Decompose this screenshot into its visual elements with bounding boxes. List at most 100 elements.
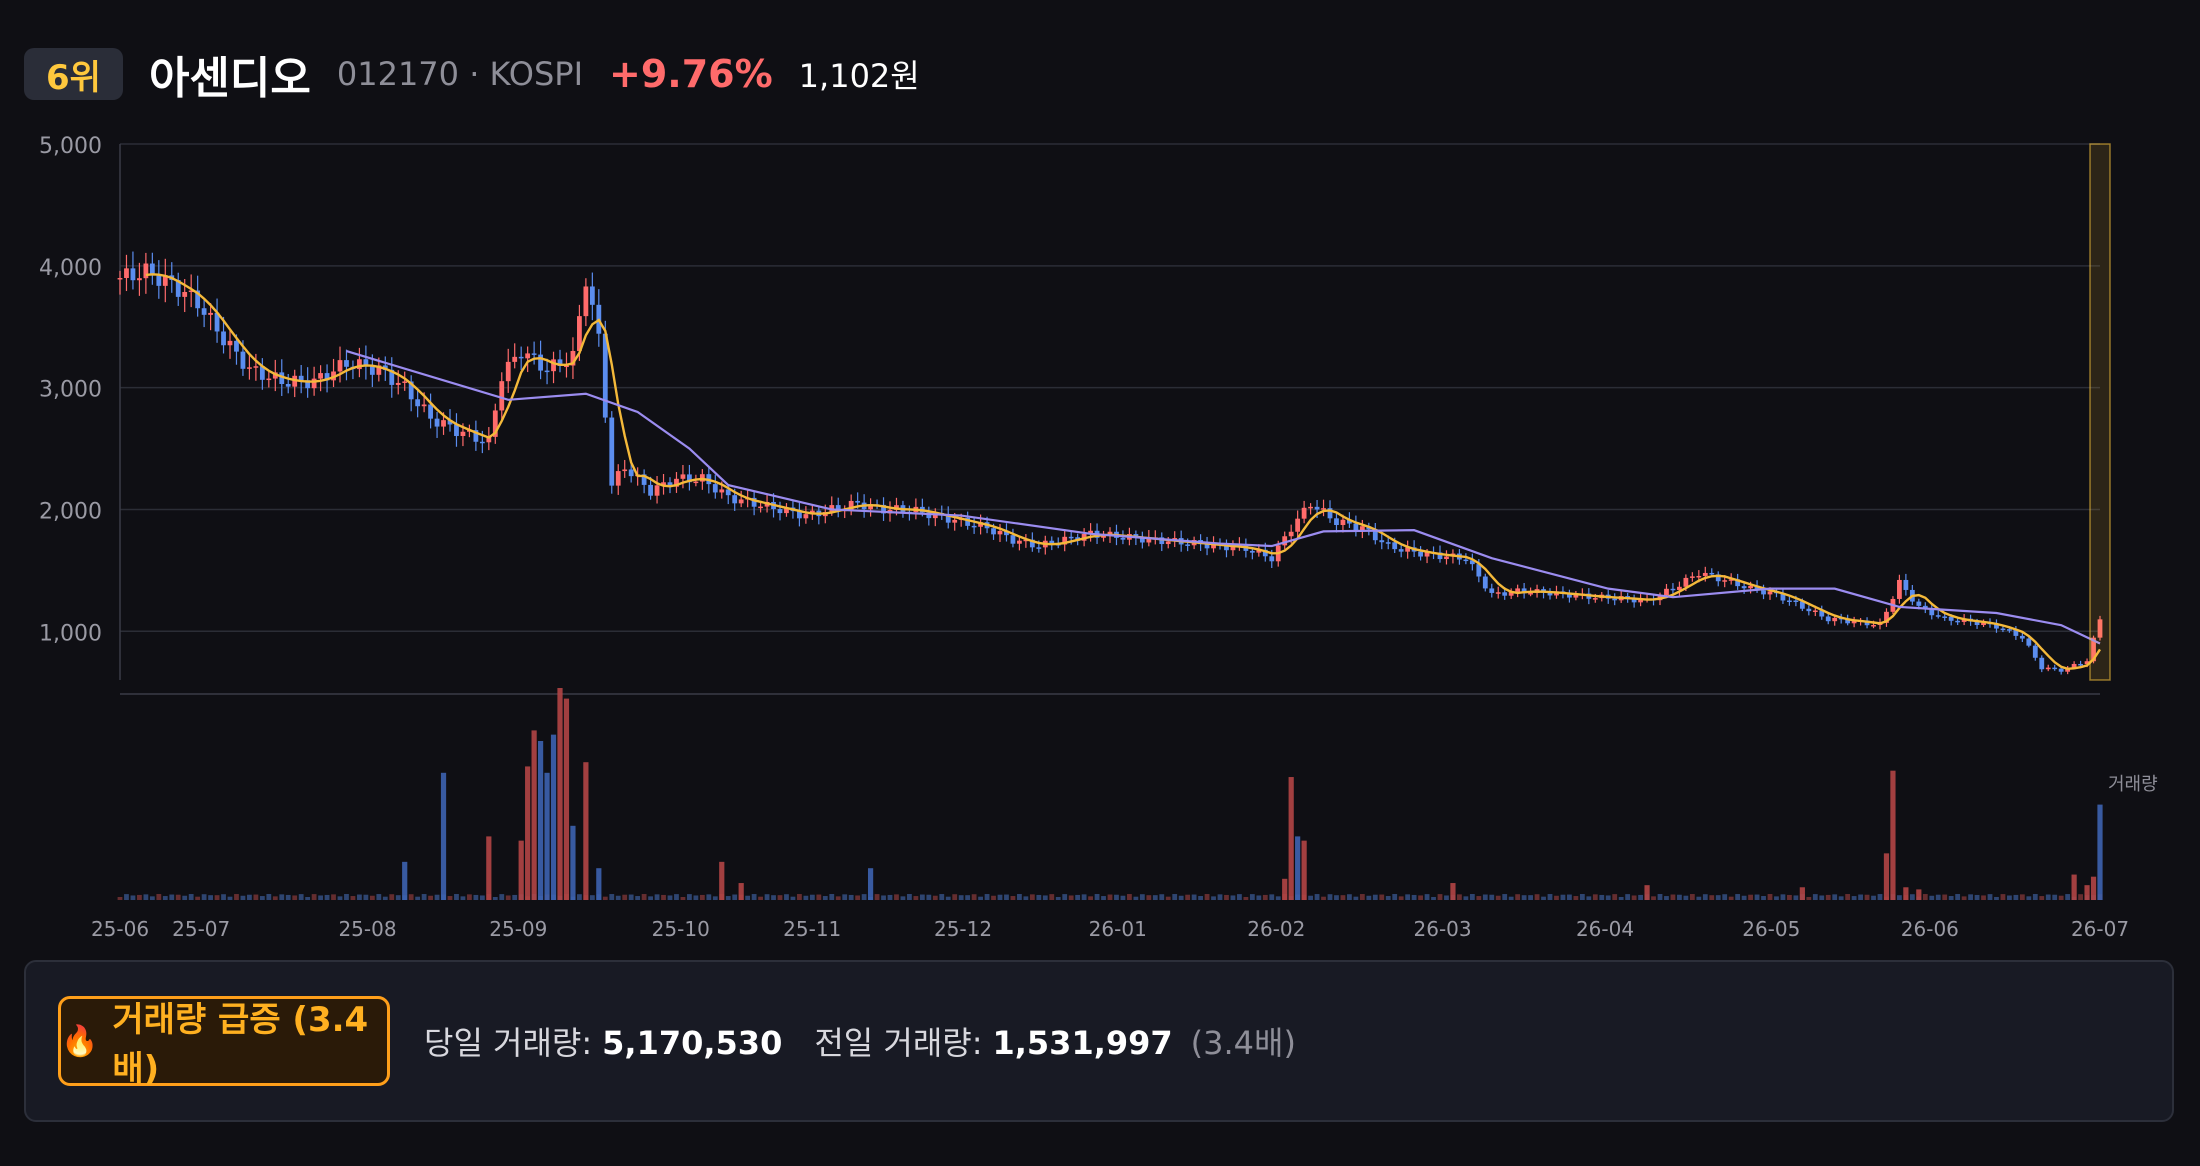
prev-volume-label: 전일 거래량: [814,1024,983,1062]
candle [1955,620,1961,623]
volume-bar [628,894,634,900]
candle [622,469,628,472]
volume-bar [1437,894,1443,900]
volume-bar [1579,894,1585,900]
volume-bar [1165,896,1171,900]
candle [1327,508,1333,519]
candle [564,365,569,368]
volume-bar [357,894,362,900]
candle [1049,540,1055,545]
candle [971,525,977,528]
volume-bar [583,762,589,900]
volume-bar [1062,894,1068,900]
volume-bar [1715,895,1721,900]
x-tick-label: 25-08 [338,917,396,941]
volume-bar [971,894,977,900]
volume-bar [1314,894,1320,900]
candle [1884,611,1889,623]
volume-bar [1120,895,1126,900]
candle [1735,579,1741,587]
volume-bar [1444,895,1449,900]
volume-bar [1735,894,1741,900]
prev-volume-value: 1,531,997 [992,1024,1173,1062]
candle [1424,552,1430,557]
volume-bar [369,895,375,900]
candle [589,286,595,305]
volume-bar [738,883,744,900]
volume-bar [479,895,485,900]
candle [1353,523,1359,531]
candle [227,340,233,346]
volume-bar [907,894,912,900]
candle [298,375,304,381]
candle [1146,537,1152,543]
volume-bar [298,894,304,900]
candle [538,354,543,371]
candle [1922,605,1928,609]
volume-bar [1308,895,1313,900]
candle [1670,588,1676,591]
candle [952,519,958,523]
ma-long-line [346,350,2101,645]
candle [201,308,207,315]
candle [1754,585,1760,591]
volume-bar [492,896,498,900]
volume-bar [337,896,343,900]
volume-bar [1347,894,1352,900]
volume-bar [389,894,395,900]
candle [544,370,550,373]
volume-bar [1230,895,1236,900]
volume-bar [848,894,854,900]
candle [525,353,531,359]
volume-bar [1398,896,1404,900]
volume-bar [1961,896,1967,900]
volume-bar [531,730,537,900]
volume-bar [1139,894,1145,900]
x-tick-label: 25-09 [489,917,547,941]
rank-badge: 6위 [24,48,123,100]
volume-bar [900,896,906,900]
volume-bar [395,895,401,900]
volume-bar [505,895,511,900]
candle [1495,592,1501,594]
volume-bar [240,895,246,900]
volume-bar [1994,896,1999,900]
volume-bar [1618,896,1624,900]
price-change: +9.76% [609,52,773,96]
candle [137,278,142,281]
candle [881,504,886,514]
volume-bar [719,861,725,900]
volume-bar [1094,894,1100,900]
volume-bar [1321,896,1326,900]
volume-surge-badge: 🔥 거래량 급증 (3.4배) [58,996,390,1089]
volume-bar [440,772,447,900]
volume-bar [1224,894,1229,900]
candle [602,333,608,418]
candle [1689,576,1695,578]
volume-bar [1644,885,1650,900]
volume-bar [1081,894,1087,900]
volume-bar [1909,894,1915,900]
candle [1677,586,1682,590]
volume-bar [350,896,356,900]
candle [1088,530,1093,534]
volume-bar [1262,894,1268,900]
volume-bar [460,896,466,900]
volume-bar [1534,894,1540,900]
candle [577,316,582,351]
volume-bar [1431,896,1436,900]
volume-bar [1327,894,1333,900]
candle [162,275,168,286]
volume-bar [861,894,867,900]
volume-bar [635,896,641,900]
candle [454,424,459,437]
candle [1405,547,1411,552]
volume-bar [149,896,155,900]
volume-bar [1178,895,1184,900]
candle [570,350,576,366]
candle [434,418,440,427]
volume-bar [1845,894,1851,900]
volume-bar [1774,896,1779,900]
volume-bar [687,894,692,900]
candle [156,275,162,286]
